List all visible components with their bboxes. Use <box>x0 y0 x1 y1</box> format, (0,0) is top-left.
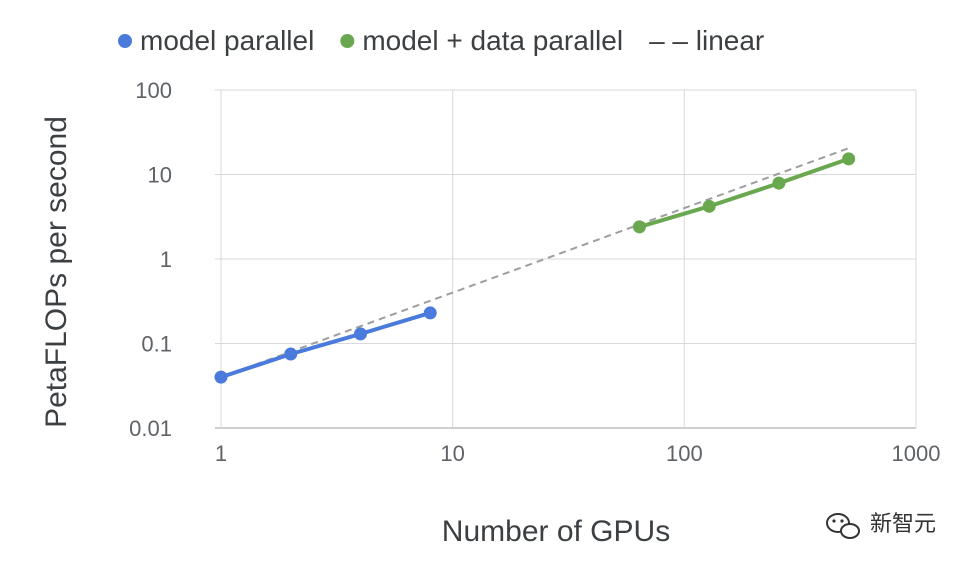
legend-label: model parallel <box>140 25 314 56</box>
y-tick-label: 1 <box>160 247 172 272</box>
y-axis-title: PetaFLOPs per second <box>40 116 73 428</box>
wechat-icon <box>826 513 860 539</box>
legend-label: model + data parallel <box>362 25 623 56</box>
y-tick-label: 0.1 <box>141 332 172 357</box>
x-tick-label: 100 <box>666 441 703 466</box>
watermark-left-text: 大数跨境 <box>56 534 136 558</box>
data-point-model-parallel <box>284 347 298 361</box>
data-point-model-data-parallel <box>772 176 786 190</box>
y-tick-label: 0.01 <box>129 416 172 441</box>
series-layer <box>214 147 856 384</box>
y-tick-labels: 100 10 1 0.1 0.01 <box>129 78 172 441</box>
y-tick-label: 100 <box>135 78 172 103</box>
data-point-model-data-parallel <box>702 199 716 213</box>
x-tick-labels: 1 10 100 1000 <box>215 441 941 466</box>
watermark-right: 新智元 <box>826 512 936 539</box>
series-line-linear <box>220 147 849 379</box>
legend: model parallel model + data parallel – – l… <box>118 25 764 56</box>
watermark-left-logo-icon <box>8 535 48 552</box>
data-point-model-data-parallel <box>632 220 646 234</box>
x-tick-label: 10 <box>440 441 464 466</box>
x-tick-label: 1000 <box>892 441 941 466</box>
data-point-model-parallel <box>353 327 367 341</box>
legend-marker <box>340 34 355 48</box>
watermark-left: 大数跨境 <box>8 534 136 558</box>
data-point-model-parallel <box>214 370 228 384</box>
legend-marker <box>118 34 132 48</box>
legend-label: – – linear <box>649 25 764 56</box>
series-line-model-data-parallel <box>638 157 850 229</box>
y-tick-label: 10 <box>148 163 172 188</box>
series-line-model-parallel <box>220 310 431 379</box>
watermark-right-text: 新智元 <box>870 512 936 537</box>
x-axis-title: Number of GPUs <box>442 515 670 548</box>
data-point-model-parallel <box>423 306 437 320</box>
grid-lines <box>215 89 917 429</box>
x-tick-label: 1 <box>215 441 227 466</box>
data-point-model-data-parallel <box>842 152 856 166</box>
